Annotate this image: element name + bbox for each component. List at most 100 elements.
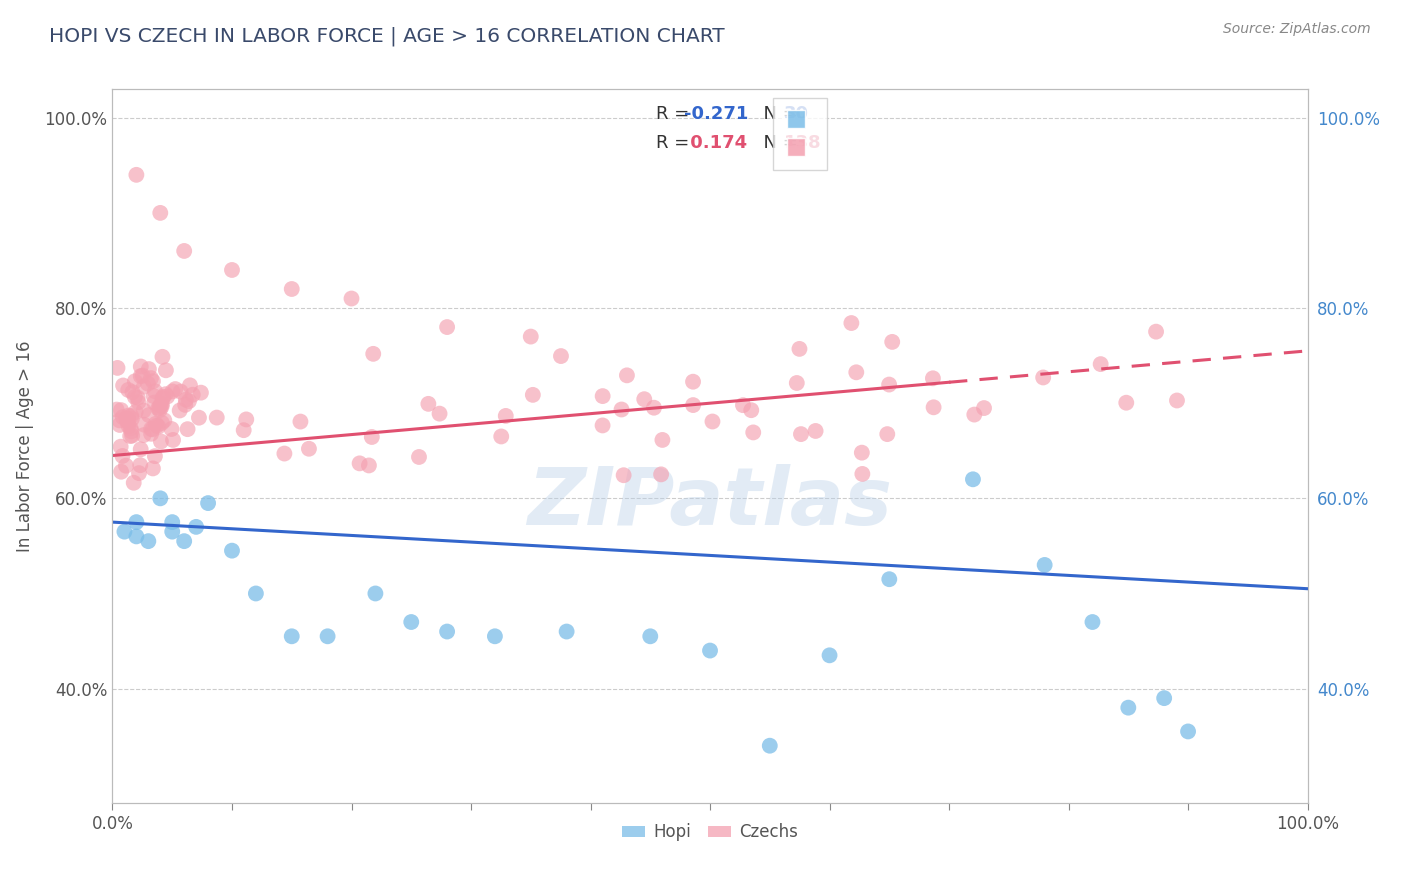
Point (124, 390, 146, 404)
Point (125, 515, 148, 529)
Point (117, 409, 139, 423)
Point (740, 403, 762, 417)
Point (115, 414, 138, 428)
Point (169, 403, 191, 417)
Point (149, 398, 172, 412)
Point (142, 461, 165, 475)
Point (136, 376, 159, 391)
Point (179, 378, 201, 392)
Point (148, 401, 170, 415)
Point (169, 384, 191, 399)
Point (360, 430, 382, 444)
Text: N =: N = (752, 105, 803, 123)
Point (357, 458, 380, 473)
Point (1166, 393, 1188, 408)
Point (245, 586, 267, 600)
Point (877, 377, 900, 392)
Point (111, 410, 134, 425)
Point (181, 387, 204, 401)
Point (1144, 325, 1167, 339)
Point (132, 380, 155, 394)
Point (851, 467, 873, 481)
Point (804, 424, 827, 438)
Point (105, 402, 128, 417)
Point (120, 425, 142, 439)
Point (1118, 700, 1140, 714)
Point (160, 422, 183, 436)
Point (731, 398, 754, 412)
Point (640, 629, 662, 643)
Point (108, 417, 131, 432)
Point (361, 347, 384, 361)
Point (922, 371, 945, 385)
Point (111, 449, 134, 463)
Point (138, 534, 160, 549)
Point (146, 418, 169, 433)
Point (121, 428, 143, 442)
Point (139, 426, 162, 441)
Point (108, 413, 131, 427)
Point (273, 446, 295, 460)
Point (550, 349, 572, 363)
Point (221, 263, 243, 277)
Point (138, 408, 160, 422)
Point (121, 412, 143, 426)
Point (522, 388, 544, 402)
Point (879, 572, 901, 586)
Point (186, 520, 208, 534)
Point (142, 374, 165, 388)
Point (143, 449, 166, 463)
Point (155, 387, 177, 401)
Point (197, 496, 219, 510)
Point (150, 392, 173, 406)
Point (281, 629, 304, 643)
Point (131, 368, 153, 383)
Point (141, 422, 163, 436)
Point (174, 392, 197, 407)
Point (149, 491, 172, 506)
Point (1033, 558, 1056, 572)
Point (841, 316, 863, 330)
Point (132, 428, 155, 442)
Point (110, 403, 132, 417)
Text: 0.174: 0.174 (683, 134, 747, 152)
Text: R =: R = (657, 134, 695, 152)
Point (682, 398, 704, 412)
Point (408, 450, 430, 464)
Point (132, 403, 155, 417)
Point (162, 433, 184, 447)
Point (110, 465, 132, 479)
Point (173, 534, 195, 549)
Point (298, 442, 321, 456)
Text: HOPI VS CZECH IN LABOR FORCE | AGE > 16 CORRELATION CHART: HOPI VS CZECH IN LABOR FORCE | AGE > 16 … (49, 27, 725, 46)
Point (235, 412, 257, 426)
Text: 30: 30 (785, 105, 808, 123)
Point (127, 391, 149, 405)
Point (110, 440, 132, 454)
Point (484, 629, 506, 643)
Point (162, 515, 183, 529)
Text: 138: 138 (785, 134, 821, 152)
Point (156, 390, 179, 404)
Point (115, 411, 138, 425)
Point (613, 468, 636, 483)
Point (152, 390, 174, 404)
Point (520, 329, 543, 343)
Point (555, 624, 578, 639)
Point (643, 401, 665, 415)
Point (418, 397, 440, 411)
Point (790, 427, 813, 442)
Text: R =: R = (657, 105, 695, 123)
Point (120, 421, 142, 435)
Point (114, 524, 135, 539)
Point (120, 429, 142, 443)
Point (128, 466, 150, 480)
Point (152, 350, 174, 364)
Point (177, 394, 200, 409)
Point (922, 401, 945, 415)
Point (290, 415, 312, 429)
Point (129, 458, 152, 473)
Point (1115, 395, 1137, 409)
Point (876, 427, 898, 442)
Point (129, 369, 152, 384)
